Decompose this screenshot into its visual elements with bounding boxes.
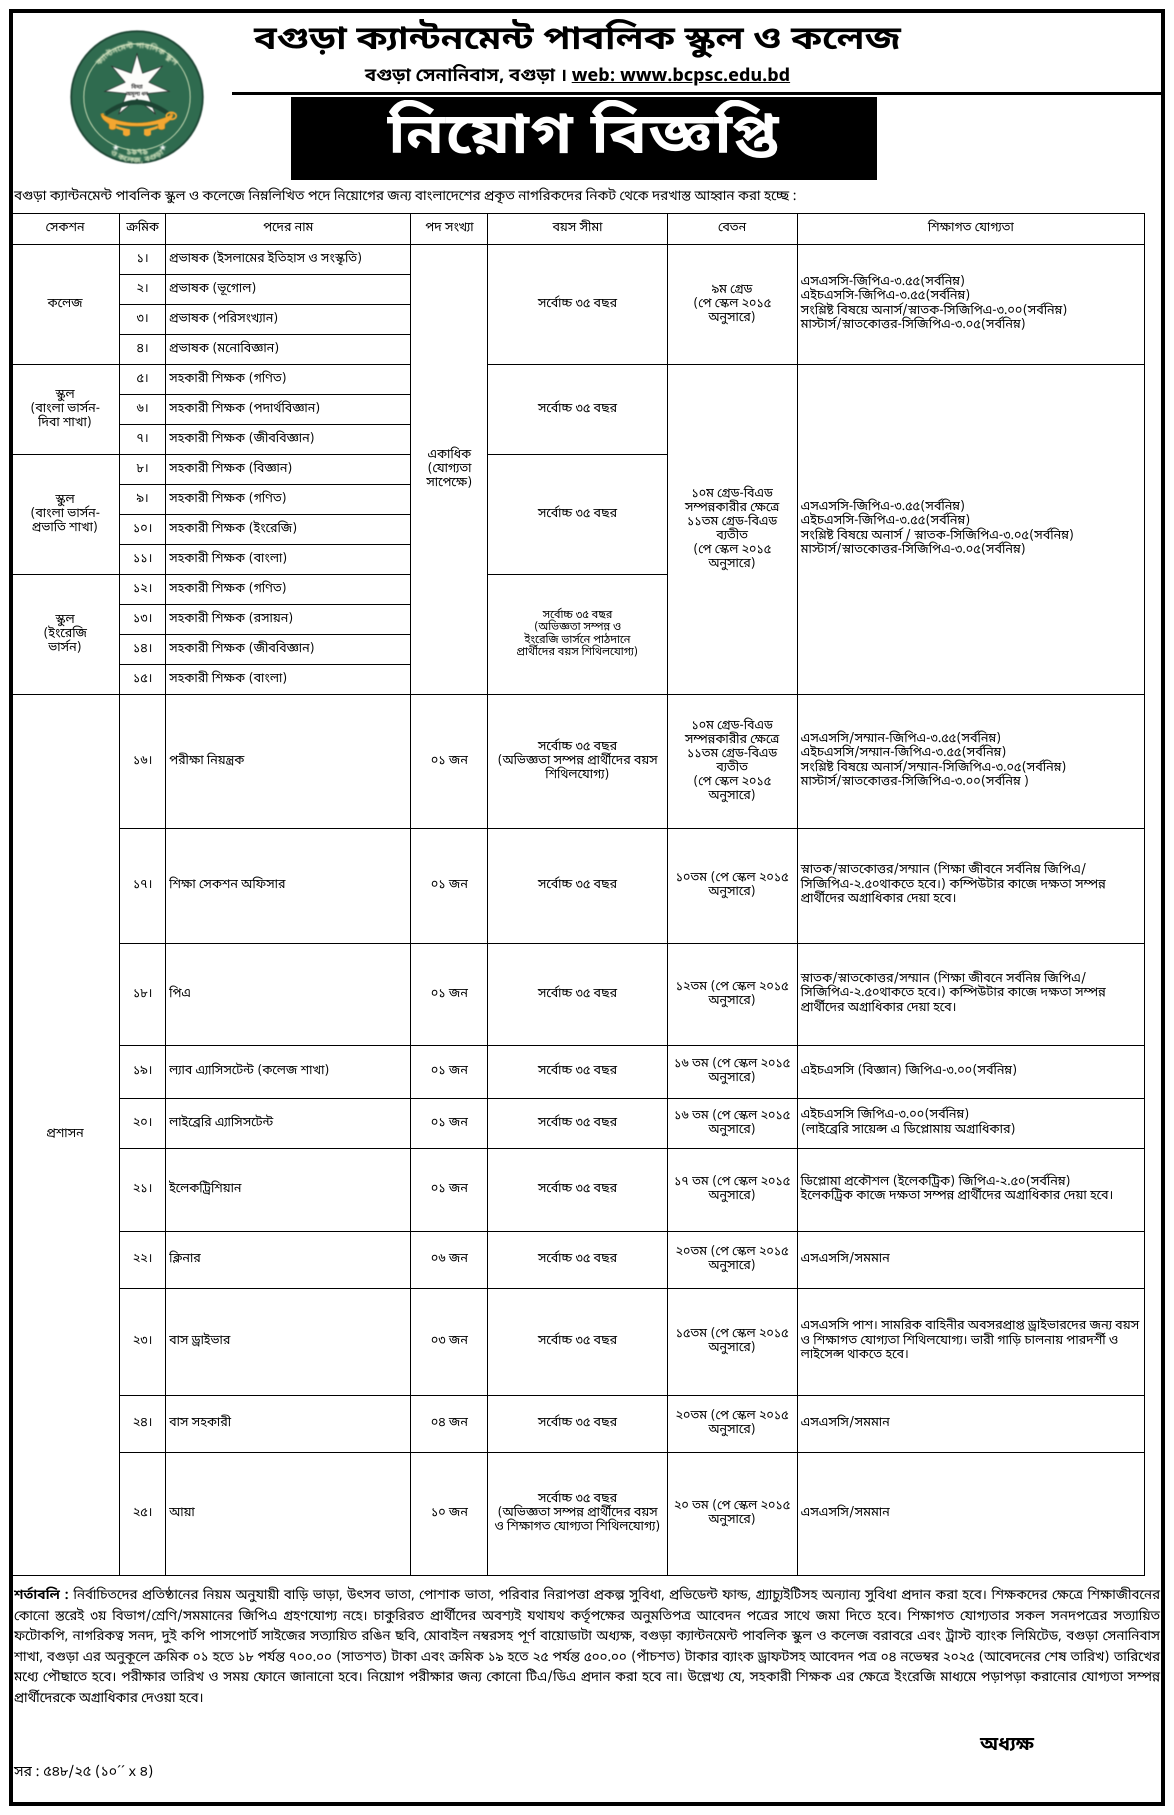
- svg-text:★: ★: [113, 143, 121, 154]
- svg-text:অমূল্য ধন: অমূল্য ধন: [125, 92, 149, 99]
- svg-text:১৯৭৯: ১৯৭৯: [126, 146, 148, 158]
- svg-text:★: ★: [159, 143, 167, 154]
